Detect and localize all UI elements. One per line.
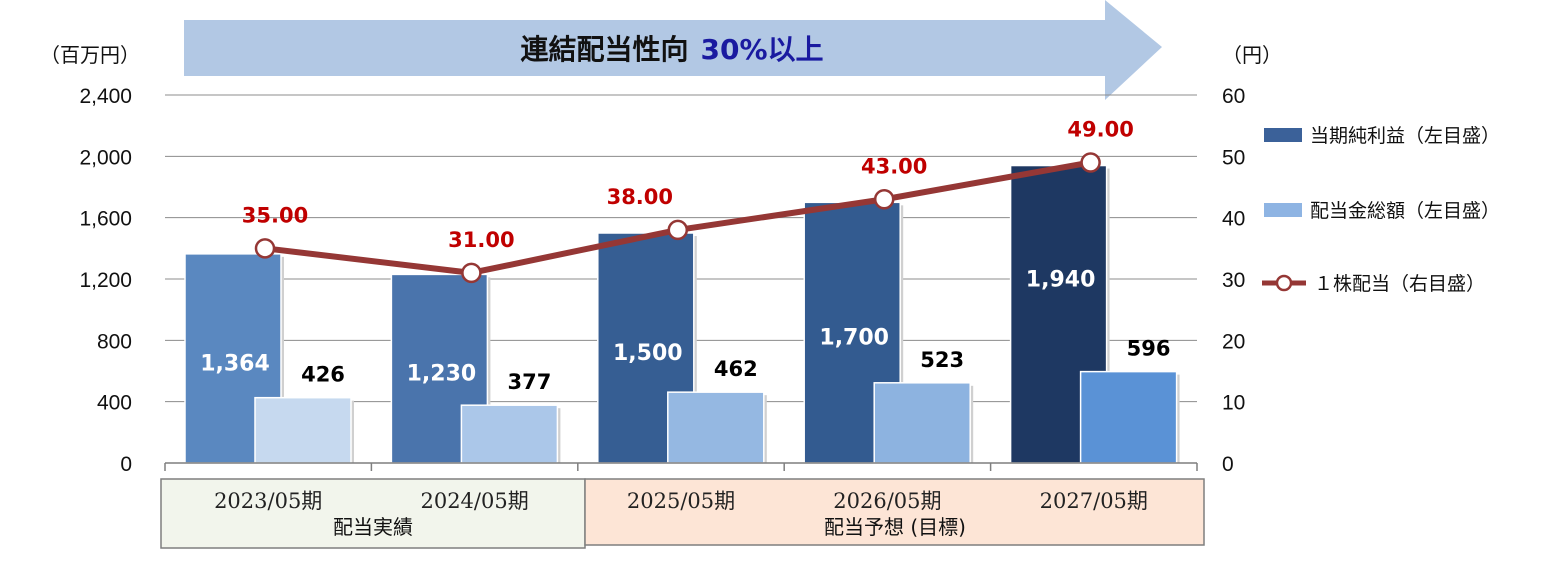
left-axis-ticks: 0 400 800 1,200 1,600 2,000 2,400 xyxy=(79,85,132,476)
bars xyxy=(184,164,1180,464)
left-axis-unit: （百万円） xyxy=(40,43,140,67)
dividend-total-label: 596 xyxy=(1127,337,1171,361)
right-tick-label: 10 xyxy=(1222,392,1245,415)
dividend-total-bar xyxy=(1079,370,1178,464)
banner-arrow xyxy=(184,0,1162,100)
dividend-point xyxy=(667,219,689,241)
left-tick-label: 1,200 xyxy=(79,269,132,292)
net-income-label: 1,364 xyxy=(200,351,270,376)
dividend-per-share-label: 43.00 xyxy=(861,154,927,178)
left-tick-label: 2,000 xyxy=(79,146,132,169)
left-tick-label: 1,600 xyxy=(79,208,132,231)
right-tick-label: 60 xyxy=(1222,85,1245,108)
forecast-group-box xyxy=(584,478,1205,546)
dividend-total-label: 462 xyxy=(714,357,758,381)
net-income-label: 1,940 xyxy=(1026,267,1096,292)
legend-label-dividend-total: 配当金総額（左目盛） xyxy=(1310,200,1500,222)
category-boxes: 2023/05期 2024/05期 2025/05期 2026/05期 2027/05期… xyxy=(160,478,1205,549)
category-label: 2026/05期 xyxy=(833,489,941,513)
dividend-per-share-label: 38.00 xyxy=(607,185,673,209)
dividend-total-bar xyxy=(667,391,765,464)
category-label: 2025/05期 xyxy=(627,489,735,513)
banner-label: 連結配当性向 xyxy=(520,33,688,66)
right-tick-label: 0 xyxy=(1222,453,1234,476)
x-axis xyxy=(164,462,1198,471)
category-label: 2024/05期 xyxy=(420,489,528,513)
dividend-point xyxy=(254,238,276,259)
legend: 当期純利益（左目盛） 配当金総額（左目盛） １株配当（右目盛） xyxy=(1262,125,1500,295)
right-tick-label: 40 xyxy=(1222,208,1245,231)
data-labels: 1,364 426 1,230 377 1,500 462 1,700 523 1,940 596… xyxy=(200,117,1170,394)
right-tick-label: 50 xyxy=(1222,146,1245,169)
legend-marker-dividend xyxy=(1275,274,1293,292)
dividend-total-bar xyxy=(873,382,971,464)
group-label-actual: 配当実績 xyxy=(333,515,413,539)
legend-swatch-dividend-total xyxy=(1264,203,1302,217)
dividend-total-bar xyxy=(460,404,559,464)
legend-swatch-net-income xyxy=(1264,128,1302,142)
group-label-forecast: 配当予想 (目標) xyxy=(824,515,966,539)
dividend-total-label: 377 xyxy=(507,370,551,394)
dividend-total-label: 523 xyxy=(920,348,964,372)
dividend-per-share-label: 31.00 xyxy=(448,228,514,252)
left-tick-label: 2,400 xyxy=(79,85,132,108)
legend-label-dividend: １株配当（右目盛） xyxy=(1314,273,1485,295)
net-income-label: 1,500 xyxy=(613,341,683,366)
right-tick-label: 30 xyxy=(1222,269,1245,292)
right-tick-label: 20 xyxy=(1222,330,1245,353)
actual-group-box xyxy=(160,478,586,549)
category-label: 2023/05期 xyxy=(214,489,322,513)
dividend-total-label: 426 xyxy=(301,363,345,387)
dividend-point xyxy=(461,262,482,284)
dividend-point xyxy=(1080,152,1101,173)
net-income-label: 1,230 xyxy=(407,362,477,387)
dividend-point xyxy=(873,189,895,210)
right-axis-unit: （円） xyxy=(1222,43,1282,67)
dividend-line xyxy=(254,152,1101,284)
category-label: 2027/05期 xyxy=(1040,489,1148,513)
legend-label-net-income: 当期純利益（左目盛） xyxy=(1310,125,1500,147)
dividend-per-share-label: 35.00 xyxy=(242,203,308,227)
left-tick-label: 0 xyxy=(120,453,132,476)
dividend-per-share-label: 49.00 xyxy=(1067,117,1133,141)
net-income-label: 1,700 xyxy=(819,326,889,351)
banner-highlight: 30%以上 xyxy=(700,33,823,66)
dividend-total-bar xyxy=(254,396,352,464)
banner-text: 連結配当性向 30%以上 xyxy=(520,33,823,66)
left-tick-label: 400 xyxy=(97,392,132,415)
right-axis-ticks: 0 10 20 30 40 50 60 xyxy=(1222,85,1245,476)
left-tick-label: 800 xyxy=(97,330,132,353)
